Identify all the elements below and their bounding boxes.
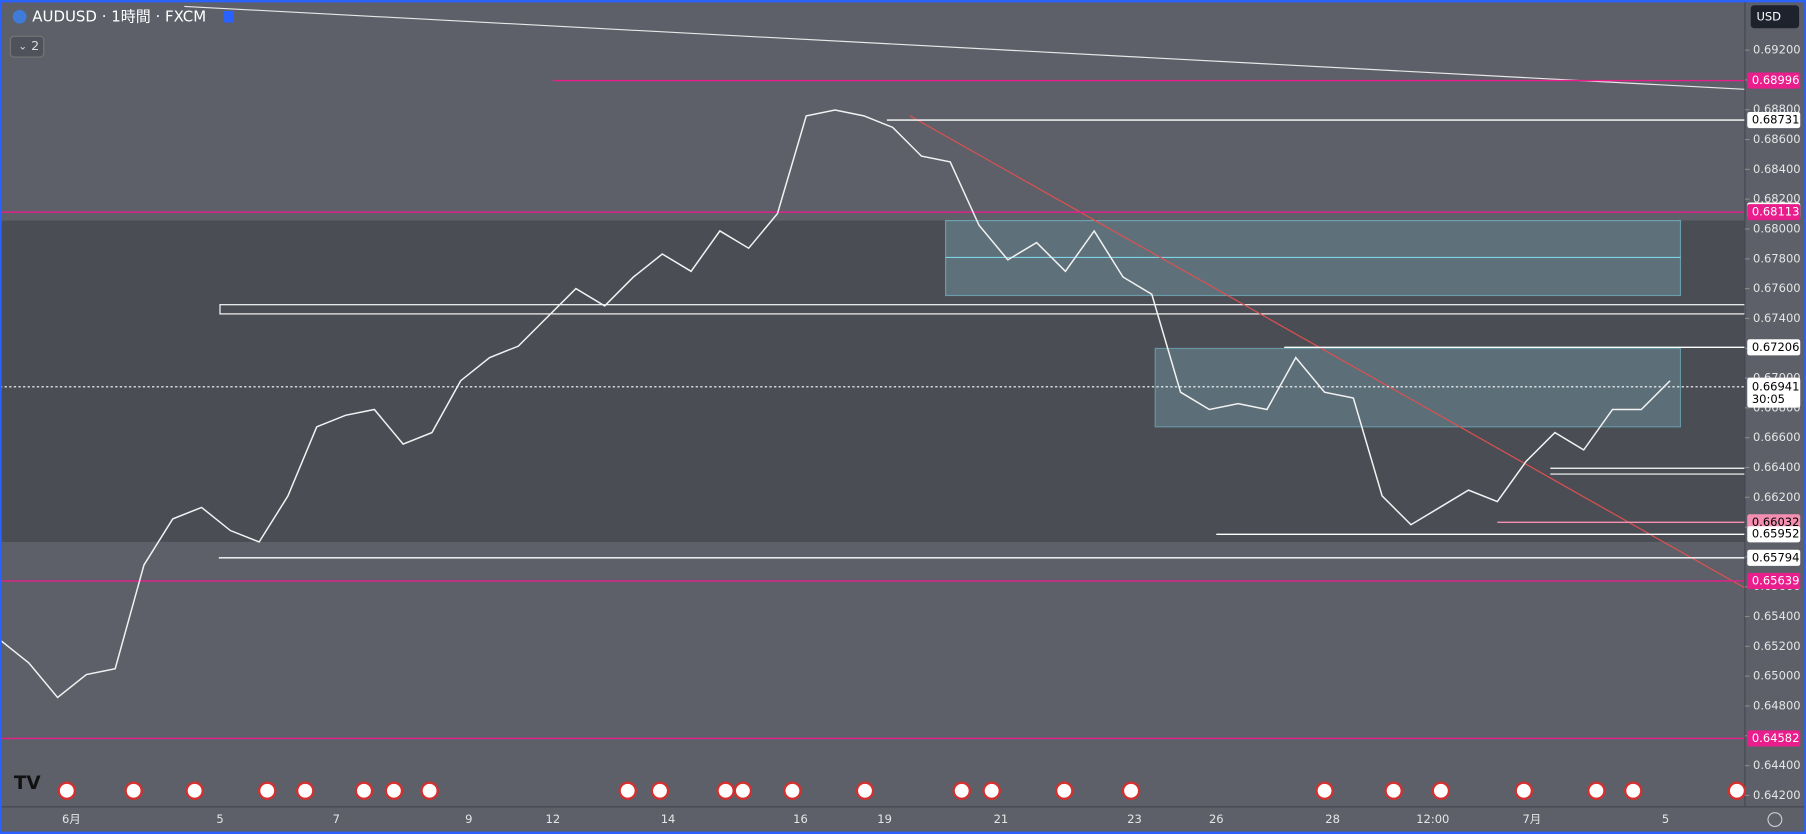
symbol-title[interactable]: AUDUSD · 1時間 · FXCM — [32, 7, 206, 25]
x-tick-label: 28 — [1325, 812, 1340, 826]
x-tick-label: 7月 — [1522, 812, 1541, 826]
price-tag — [1747, 204, 1801, 221]
flag — [223, 10, 234, 23]
price-tag — [1747, 339, 1801, 356]
x-tick-label: 12:00 — [1416, 812, 1449, 826]
price-tag — [1747, 526, 1801, 543]
x-tick-label: 9 — [465, 812, 472, 826]
y-tick-label: 0.68400 — [1753, 162, 1801, 176]
price-tag — [1747, 111, 1801, 129]
x-tick-label: 19 — [877, 812, 892, 826]
y-tick-label: 0.66400 — [1753, 460, 1801, 474]
price-tags: 0.689960.687310.681240.681130.672060.660… — [1747, 72, 1801, 747]
box — [1154, 347, 1682, 428]
indicator-toggle[interactable] — [9, 35, 45, 58]
price-tag-label: 0.66032 — [1752, 515, 1800, 529]
y-tick-label: 0.65200 — [1753, 639, 1801, 653]
price-tag-label: 0.68996 — [1752, 73, 1800, 87]
y-tick-label: 0.64400 — [1753, 758, 1801, 772]
y-tick-label: 0.68200 — [1753, 192, 1801, 206]
price-tag-label: 0.65639 — [1752, 573, 1800, 587]
x-tick-label: 12 — [546, 812, 561, 826]
y-tick-label: 0.67800 — [1753, 251, 1801, 265]
indicator-count: 2 — [31, 38, 39, 53]
event-icons — [57, 781, 1747, 800]
price-tag-label: 0.68731 — [1752, 113, 1800, 127]
currency: USD — [1756, 9, 1781, 23]
y-tick-label: 0.68600 — [1753, 132, 1801, 146]
x-tick-label: 5 — [216, 812, 223, 826]
current-price-tag — [1747, 377, 1801, 408]
y-tick-label: 0.65000 — [1753, 669, 1801, 683]
price-tag — [1747, 730, 1801, 747]
countdown: 30:05 — [1752, 392, 1785, 406]
y-tick-label: 0.69200 — [1753, 43, 1801, 57]
price-tag-label: 0.68113 — [1752, 205, 1800, 219]
price-axis — [1744, 0, 1806, 834]
y-tick-label: 0.68000 — [1753, 221, 1801, 235]
price-tag — [1747, 549, 1801, 566]
y-tick-label: 0.67600 — [1753, 281, 1801, 295]
settings[interactable] — [1767, 812, 1783, 828]
currency-button[interactable] — [1750, 5, 1800, 29]
logo: TV — [14, 773, 42, 794]
y-tick-label: 0.64200 — [1753, 788, 1801, 802]
x-tick-label: 16 — [793, 812, 808, 826]
price-tag-label: 0.65794 — [1752, 550, 1800, 564]
x-tick-label: 14 — [661, 812, 676, 826]
price-tag-label: 0.65952 — [1752, 527, 1800, 541]
price-tag — [1747, 72, 1801, 89]
x-tick-label: 7 — [333, 812, 340, 826]
y-tick-label: 0.65400 — [1753, 609, 1801, 623]
x-tick-label: 21 — [994, 812, 1009, 826]
price-tag — [1747, 572, 1801, 589]
price-tag-label: 0.67206 — [1752, 340, 1800, 354]
y-tick-label: 0.64800 — [1753, 698, 1801, 712]
price-line — [0, 109, 1671, 699]
x-tick-label: 5 — [1662, 812, 1669, 826]
price-tag-label: 0.64582 — [1752, 731, 1800, 745]
x-tick-label: 23 — [1127, 812, 1142, 826]
plot — [0, 109, 1671, 699]
x-tick-label: 26 — [1209, 812, 1224, 826]
y-tick-label: 0.66600 — [1753, 430, 1801, 444]
x-tick-label: 6月 — [62, 812, 81, 826]
current-price: 0.66941 — [1752, 379, 1800, 393]
levels — [0, 79, 1745, 740]
y-tick-label: 0.67400 — [1753, 311, 1801, 325]
chevron: ⌄ — [18, 41, 27, 53]
symbol-icon — [12, 9, 27, 24]
y-tick-label: 0.66200 — [1753, 490, 1801, 504]
trend-line — [909, 115, 1746, 589]
trend-line — [184, 5, 1745, 90]
